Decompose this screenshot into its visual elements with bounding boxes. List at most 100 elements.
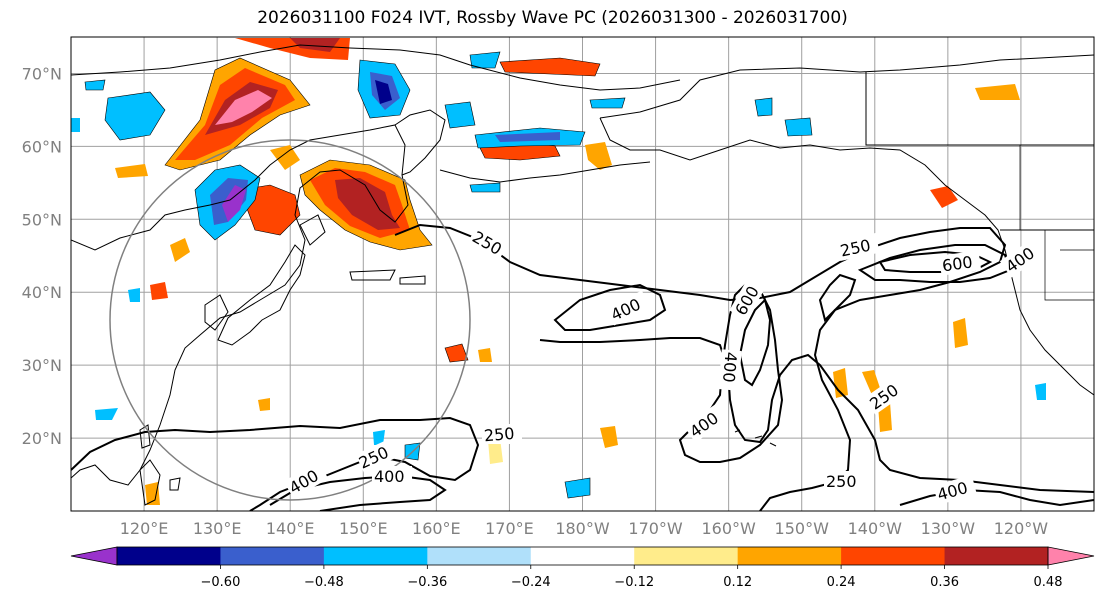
asia-coastline (71, 124, 409, 486)
ivt-anomaly-patch (754, 97, 773, 117)
ivt-anomaly-patch (469, 51, 501, 69)
ivt-anomaly-patch (833, 368, 848, 398)
lon-tick-label: 170°W (628, 519, 683, 538)
ivt-anomaly-patch (488, 438, 503, 464)
ivt-anomaly-patch (335, 178, 400, 230)
lon-tick-label: 160°W (701, 519, 756, 538)
ivt-anomaly-patch (373, 430, 385, 445)
colorbar-extend-high (1047, 546, 1095, 566)
ivt-anomaly-patch (469, 182, 501, 193)
ivt-anomaly-patch (290, 38, 340, 52)
colorbar-tick-label: −0.24 (511, 575, 551, 590)
ivt-anomaly-patch (600, 426, 618, 448)
ivt-anomaly-patch (953, 318, 968, 348)
ivt-anomaly-patch (585, 142, 612, 170)
ivt-anomaly-patch (930, 186, 958, 208)
colorbar-segment (220, 547, 325, 565)
ivt-anomaly-patch (104, 91, 166, 141)
hokkaido-coastline (299, 214, 326, 246)
ivt-contour-400 (269, 474, 447, 511)
ivt-contour-600 (738, 298, 772, 387)
colorbar: −0.60 −0.48 −0.36 −0.24 −0.12 0.12 0.24 0.36 0.4… (70, 546, 1095, 590)
ivt-anomaly-patch (444, 343, 469, 363)
ivt-anomaly-patch (128, 288, 140, 302)
ivt-anomaly-patch (564, 477, 591, 499)
colorbar-segment (323, 547, 428, 565)
coastlines (71, 44, 1094, 506)
ivt-anomaly-patch (84, 79, 106, 91)
lon-tick-label: 130°W (921, 519, 976, 538)
ivt-anomaly-patch (71, 118, 80, 132)
longitude-labels: 120°E 130°E 140°E 150°E 160°E 170°E 180°W 170°W… (120, 519, 1049, 538)
colorbar-segment (841, 547, 946, 565)
colorbar-segment (117, 547, 221, 565)
lon-tick-label: 140°W (848, 519, 903, 538)
alaska-coastline (599, 54, 1094, 119)
islands-small (169, 269, 426, 491)
ivt-contour-400 (899, 488, 1094, 507)
lon-tick-label: 120°W (994, 519, 1049, 538)
lon-tick-label: 130°E (193, 519, 242, 538)
ivt-anomaly-patch (499, 57, 601, 77)
lat-tick-label: 30°N (22, 356, 62, 375)
contour-label: 600 (941, 252, 974, 275)
colorbar-segment (427, 547, 532, 565)
ivt-anomaly-patch (95, 408, 118, 420)
ivt-positive-anomalies (115, 38, 1020, 505)
ivt-anomaly-patch (150, 282, 168, 300)
colorbar-tick-label: 0.36 (930, 575, 959, 590)
colorbar-tick-label: 0.24 (827, 575, 856, 590)
ivt-anomaly-patch (222, 185, 246, 222)
ivt-negative-anomalies (71, 51, 1046, 499)
ivt-anomaly-patch (215, 90, 272, 125)
aleutian-islands (439, 161, 651, 183)
lon-tick-label: 150°W (775, 519, 830, 538)
lon-tick-label: 140°E (266, 519, 315, 538)
kamchatka-coastline (394, 109, 446, 176)
canada-border (865, 72, 1094, 146)
ivt-anomaly-patch (170, 238, 190, 262)
map-frame (70, 36, 1095, 512)
lat-tick-label: 50°N (22, 210, 62, 229)
lat-tick-label: 40°N (22, 283, 62, 302)
colorbar-tick-label: −0.36 (407, 575, 447, 590)
lat-tick-label: 20°N (22, 429, 62, 448)
map-title: 2026031100 F024 IVT, Rossby Wave PC (202… (257, 8, 848, 28)
lat-tick-label: 70°N (22, 64, 62, 83)
colorbar-tick-label: −0.60 (201, 575, 241, 590)
ivt-anomaly-patch (495, 132, 560, 142)
philippines-coastline (139, 459, 161, 506)
colorbar-outline (116, 546, 1049, 566)
lon-tick-label: 160°E (412, 519, 461, 538)
siberia-arctic-coastline (71, 44, 681, 91)
colorbar-segment (634, 547, 739, 565)
ivt-contour-600 (878, 250, 993, 273)
contour-label: 400 (719, 351, 741, 383)
colorbar-tick-label: −0.48 (304, 575, 344, 590)
lat-tick-label: 60°N (22, 137, 62, 156)
colorbar-tick-label: −0.12 (614, 575, 654, 590)
colorbar-segment (944, 547, 1049, 565)
japan-coastline (217, 244, 306, 346)
ivt-anomaly-patch (478, 348, 492, 362)
lon-tick-label: 120°E (120, 519, 169, 538)
latitude-labels: 70°N 60°N 50°N 40°N 30°N 20°N (22, 64, 62, 448)
ivt-anomaly-patch (145, 482, 160, 505)
ivt-anomaly-patch (258, 398, 270, 411)
lon-tick-label: 170°E (485, 519, 534, 538)
colorbar-extend-low (70, 546, 118, 566)
contour-labels: 250 250 250 250 250 250 400 400 400 400 … (283, 225, 1045, 505)
colorbar-segment (530, 547, 635, 565)
ivt-contour-400 (553, 283, 667, 331)
contour-label: 250 (826, 472, 857, 491)
colorbar-tick-label: 0.48 (1034, 575, 1063, 590)
colorbar-tick-label: 0.12 (723, 575, 752, 590)
ivt-anomaly-patch (784, 117, 813, 137)
colorbar-segment (737, 547, 842, 565)
contour-label: 250 (483, 424, 515, 446)
ivt-anomaly-patch (975, 84, 1020, 100)
ivt-anomaly-patch (444, 101, 476, 129)
interior-boundaries (1019, 145, 1094, 301)
korea-coastline (204, 294, 229, 331)
